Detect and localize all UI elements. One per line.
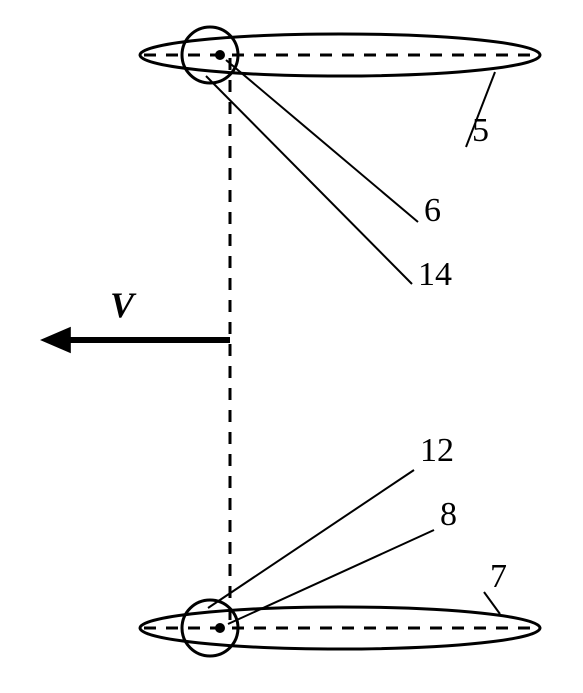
leader-line-6 — [226, 60, 418, 222]
callout-label-6: 6 — [424, 192, 441, 230]
velocity-label: V — [110, 284, 134, 326]
velocity-arrow-head — [40, 327, 71, 353]
leader-line-14 — [206, 76, 412, 284]
callout-label-5: 5 — [472, 112, 489, 150]
dot-top — [215, 50, 225, 60]
callout-label-8: 8 — [440, 496, 457, 534]
callout-label-7: 7 — [490, 558, 507, 596]
callout-label-14: 14 — [418, 256, 452, 294]
callout-label-12: 12 — [420, 432, 454, 470]
dot-bottom — [215, 623, 225, 633]
leader-line-8 — [228, 530, 434, 624]
leader-line-12 — [208, 470, 414, 608]
